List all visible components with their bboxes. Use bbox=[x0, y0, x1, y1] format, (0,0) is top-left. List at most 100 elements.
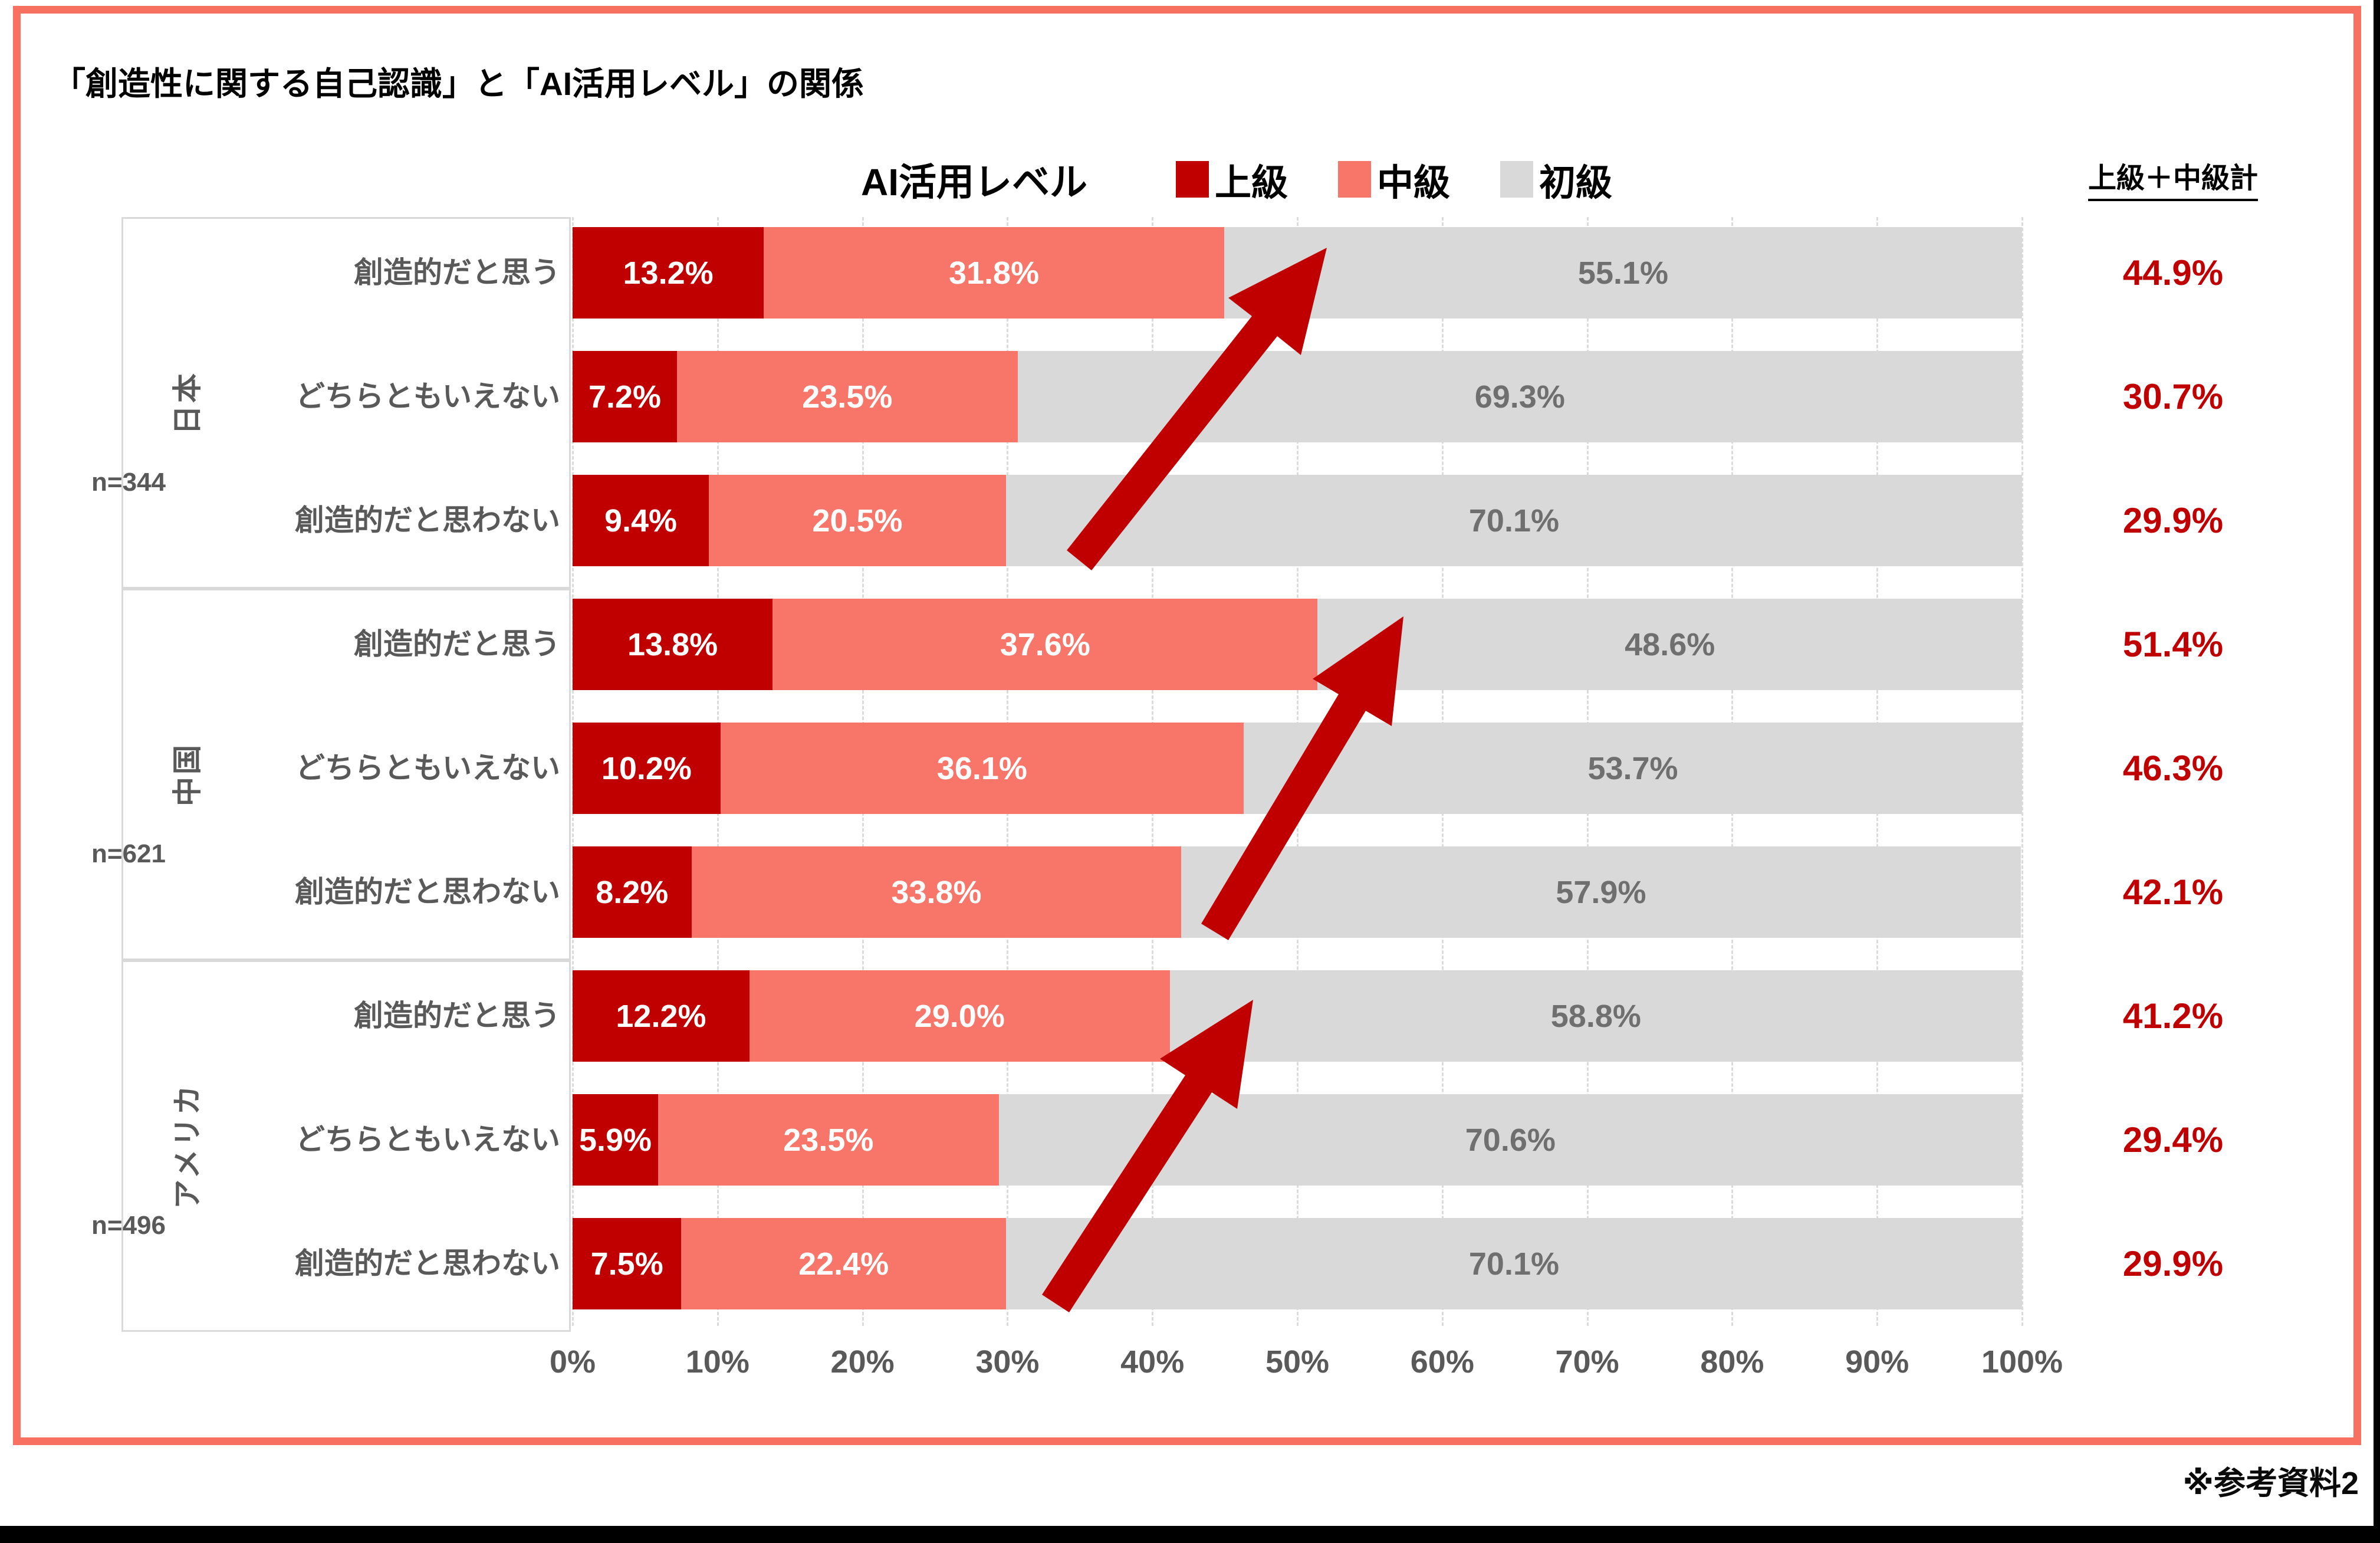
bar-row: 13.8% 37.6% 48.6% bbox=[573, 599, 2022, 690]
bar-row: 9.4% 20.5% 70.1% bbox=[573, 475, 2022, 566]
row-label: 創造的だと思う bbox=[354, 256, 560, 289]
bar-segment-value: 5.9% bbox=[578, 1122, 652, 1158]
intermediate-swatch-icon bbox=[1338, 161, 1372, 198]
bar-segment-beginner: 69.3% bbox=[1017, 351, 2022, 442]
total-value: 29.4% bbox=[2122, 1120, 2224, 1160]
sample-size-label: n=496 bbox=[91, 1211, 166, 1240]
total-value: 51.4% bbox=[2122, 624, 2224, 664]
total-value: 46.3% bbox=[2122, 748, 2224, 788]
x-axis-tick: 20% bbox=[830, 1344, 895, 1380]
sample-size-label: n=621 bbox=[91, 839, 166, 868]
beginner-swatch-icon bbox=[1500, 161, 1534, 198]
bar-row: 10.2% 36.1% 53.7% bbox=[573, 723, 2022, 814]
bar-segment-advanced: 9.4% bbox=[573, 475, 709, 566]
legend-label-beginner: 初級 bbox=[1539, 163, 1613, 203]
row-label: どちらともいえない bbox=[295, 1123, 560, 1156]
bar-segment-intermediate: 31.8% bbox=[764, 227, 1224, 319]
bar-segment-value: 8.2% bbox=[596, 874, 669, 910]
bar-segment-beginner: 70.6% bbox=[998, 1094, 2022, 1186]
bar-segment-beginner: 57.9% bbox=[1181, 846, 2021, 938]
bar-segment-intermediate: 37.6% bbox=[772, 599, 1318, 690]
legend-label-intermediate: 中級 bbox=[1377, 163, 1451, 203]
legend-label-advanced: 上級 bbox=[1215, 163, 1288, 203]
x-axis-tick: 90% bbox=[1845, 1344, 1909, 1380]
row-label: 創造的だと思わない bbox=[295, 504, 560, 537]
total-value: 29.9% bbox=[2122, 1243, 2224, 1283]
bar-segment-beginner: 55.1% bbox=[1224, 227, 2022, 319]
bar-segment-value: 36.1% bbox=[936, 750, 1027, 786]
row-label: 創造的だと思わない bbox=[295, 1247, 560, 1280]
group-box-中国 bbox=[121, 589, 571, 960]
sample-size-label: n=344 bbox=[91, 468, 166, 497]
bar-segment-value: 33.8% bbox=[891, 874, 982, 910]
x-axis-tick: 100% bbox=[1981, 1344, 2063, 1380]
bar-segment-advanced: 13.8% bbox=[573, 599, 773, 690]
row-label: 創造的だと思う bbox=[354, 999, 560, 1032]
bar-segment-intermediate: 36.1% bbox=[720, 723, 1244, 814]
bar-segment-value: 23.5% bbox=[783, 1122, 874, 1158]
total-value: 29.9% bbox=[2122, 500, 2224, 540]
bar-segment-advanced: 7.5% bbox=[573, 1218, 682, 1309]
row-label: 創造的だと思う bbox=[354, 628, 560, 661]
bar-segment-value: 31.8% bbox=[948, 255, 1040, 291]
bar-segment-beginner: 53.7% bbox=[1244, 723, 2022, 814]
total-value: 41.2% bbox=[2122, 996, 2224, 1036]
bar-segment-value: 58.8% bbox=[1550, 998, 1641, 1034]
bar-segment-value: 29.0% bbox=[914, 998, 1005, 1034]
bar-row: 7.2% 23.5% 69.3% bbox=[573, 351, 2022, 442]
bar-segment-advanced: 5.9% bbox=[573, 1094, 659, 1186]
bar-segment-value: 53.7% bbox=[1587, 750, 1678, 786]
x-axis-tick: 70% bbox=[1555, 1344, 1619, 1380]
bar-row: 12.2% 29.0% 58.8% bbox=[573, 970, 2022, 1062]
legend: AI活用レベル 上級 中級 初級 bbox=[861, 151, 1662, 208]
x-axis-tick: 0% bbox=[549, 1344, 596, 1380]
bar-row: 5.9% 23.5% 70.6% bbox=[573, 1094, 2022, 1186]
legend-item-advanced: 上級 bbox=[1176, 153, 1288, 206]
page-title: 「創造性に関する自己認識」と「AI活用レベル」の関係 bbox=[53, 65, 864, 102]
bar-segment-value: 22.4% bbox=[798, 1246, 889, 1282]
legend-item-beginner: 初級 bbox=[1500, 153, 1612, 206]
bar-segment-value: 48.6% bbox=[1625, 626, 1715, 662]
bar-segment-intermediate: 33.8% bbox=[691, 846, 1182, 938]
bar-segment-value: 9.4% bbox=[604, 503, 678, 539]
legend-axis-title: AI活用レベル bbox=[861, 161, 1087, 203]
bar-row: 13.2% 31.8% 55.1% bbox=[573, 227, 2022, 319]
legend-item-intermediate: 中級 bbox=[1338, 153, 1450, 206]
bar-segment-value: 7.2% bbox=[588, 379, 662, 415]
total-value: 44.9% bbox=[2122, 252, 2224, 293]
x-axis-tick: 50% bbox=[1265, 1344, 1330, 1380]
bar-segment-value: 70.6% bbox=[1465, 1122, 1556, 1158]
screen-edge-bottom bbox=[0, 1526, 2380, 1543]
x-axis-tick: 40% bbox=[1120, 1344, 1185, 1380]
bar-segment-intermediate: 23.5% bbox=[676, 351, 1018, 442]
x-axis-tick: 80% bbox=[1700, 1344, 1764, 1380]
bar-segment-value: 13.8% bbox=[627, 626, 718, 662]
bar-row: 7.5% 22.4% 70.1% bbox=[573, 1218, 2022, 1309]
bar-segment-value: 70.1% bbox=[1468, 503, 1559, 539]
bar-segment-advanced: 7.2% bbox=[573, 351, 677, 442]
bar-segment-value: 13.2% bbox=[623, 255, 714, 291]
total-value: 30.7% bbox=[2122, 376, 2224, 416]
bar-segment-value: 7.5% bbox=[590, 1246, 663, 1282]
bar-segment-value: 20.5% bbox=[812, 503, 903, 539]
bar-segment-advanced: 13.2% bbox=[573, 227, 764, 319]
bar-segment-intermediate: 23.5% bbox=[658, 1094, 999, 1186]
row-label: 創造的だと思わない bbox=[295, 875, 560, 908]
x-axis-tick: 30% bbox=[975, 1344, 1040, 1380]
bar-segment-intermediate: 29.0% bbox=[749, 970, 1170, 1062]
bar-segment-beginner: 70.1% bbox=[1005, 475, 2022, 566]
bar-segment-advanced: 10.2% bbox=[573, 723, 721, 814]
group-box-日本 bbox=[121, 217, 571, 589]
totals-column-header: 上級＋中級計 bbox=[2029, 160, 2317, 202]
bar-segment-value: 70.1% bbox=[1468, 1246, 1559, 1282]
total-value: 42.1% bbox=[2122, 872, 2224, 912]
x-axis-tick: 60% bbox=[1410, 1344, 1474, 1380]
bar-segment-beginner: 70.1% bbox=[1005, 1218, 2022, 1309]
bar-segment-advanced: 8.2% bbox=[573, 846, 692, 938]
x-axis-tick: 10% bbox=[685, 1344, 749, 1380]
bar-segment-value: 57.9% bbox=[1556, 874, 1646, 910]
bar-segment-value: 10.2% bbox=[601, 750, 692, 786]
bar-segment-value: 12.2% bbox=[616, 998, 706, 1034]
bar-segment-advanced: 12.2% bbox=[573, 970, 749, 1062]
